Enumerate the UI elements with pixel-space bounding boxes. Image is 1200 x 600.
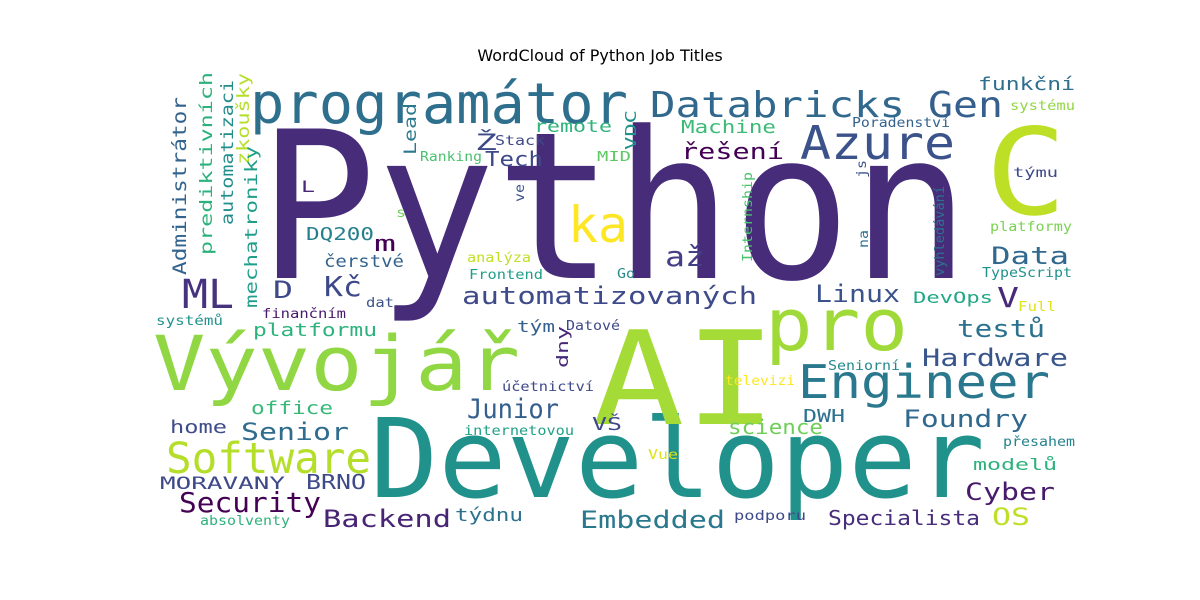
word-go: Go — [617, 267, 635, 282]
word-funkcni: funkční — [978, 74, 1075, 95]
word-developer: Developer — [370, 395, 985, 523]
word-python: Python — [258, 89, 970, 327]
word-tym: tým — [517, 317, 555, 336]
word-m: m — [374, 232, 396, 257]
word-mechatroniky: mechatroniky — [242, 146, 262, 308]
word-ml: ML — [182, 272, 234, 318]
word-tech: Tech — [485, 147, 543, 171]
word-office: office — [251, 398, 333, 419]
word-absolventy: absolventy — [200, 514, 290, 529]
word-v: V — [997, 281, 1019, 314]
word-datove: Datové — [566, 319, 620, 334]
word-specialista: Specialista — [828, 506, 980, 530]
word-dat: dat — [366, 296, 394, 311]
word-typescript: TypeScript — [982, 266, 1072, 281]
word-dq200: DQ200 — [306, 224, 374, 245]
word-vue: Vue — [648, 448, 678, 463]
word-systemu: systémů — [156, 314, 223, 329]
word-js: js — [855, 160, 870, 178]
word-ve: ve — [513, 184, 528, 202]
word-frontend: Frontend — [469, 268, 543, 283]
word-engineer: Engineer — [798, 355, 1050, 409]
word-seniorni: Seniorní — [828, 359, 900, 374]
word-vyvojar: Vývojář — [153, 319, 520, 408]
word-analyza: analýza — [467, 251, 531, 266]
word-vs: VŠ — [592, 413, 622, 435]
word-programator: programátor — [250, 72, 628, 137]
word-remote: remote — [534, 117, 612, 137]
word-machine: Machine — [681, 117, 776, 138]
word-data: Data — [991, 242, 1069, 270]
word-automatizovanych: automatizovaných — [462, 282, 757, 310]
word-mid: MID — [597, 150, 631, 165]
word-c: C — [985, 104, 1067, 243]
word-tymu: týmu — [1013, 166, 1058, 181]
word-ucetnictvi: účetnictví — [502, 380, 594, 395]
word-ai: AI — [592, 303, 777, 455]
word-testu: testů — [957, 315, 1045, 343]
word-linux: Linux — [815, 280, 900, 308]
word-reseni: řešení — [681, 140, 784, 165]
word-presahem: přesahem — [1003, 435, 1075, 450]
word-televizi: televizi — [725, 374, 795, 389]
word-senior: Senior — [241, 418, 349, 446]
word-gen: Gen — [928, 85, 1003, 126]
word-azure: Azure — [800, 116, 955, 170]
word-stack: Stack — [495, 134, 545, 149]
word-administrator: Administrátor — [169, 97, 191, 275]
word-financnim: finančním — [262, 307, 346, 322]
word-junior: Junior — [467, 394, 559, 425]
word-vyhledavani: vyhledávání — [933, 186, 948, 276]
word-internetovou: internetovou — [464, 424, 574, 439]
word-poradenstvi: Poradenství — [852, 116, 950, 131]
word-software: Software — [166, 434, 371, 484]
word-automatizaci: automatizaci — [218, 80, 238, 225]
word-s: s — [396, 206, 406, 221]
word-platformu: platformu — [253, 320, 377, 341]
word-l: L — [301, 177, 315, 196]
word-kc: Kč — [324, 270, 362, 303]
word-d: D — [273, 276, 293, 304]
word-full: Full — [1018, 300, 1056, 315]
word-embedded: Embedded — [580, 506, 725, 534]
word-vdc: VDC — [622, 110, 640, 150]
word-pro: pro — [765, 283, 908, 367]
word-podporu: podporu — [734, 509, 806, 524]
word-dwh: DWH — [803, 406, 845, 427]
word-tydnu: týdnu — [455, 505, 523, 526]
word-ranking: Ranking — [420, 150, 482, 165]
word-lead: Lead — [401, 103, 421, 155]
word-security: Security — [179, 486, 321, 519]
word-na: na — [857, 230, 872, 248]
word-prediktivnich: prediktivních — [197, 72, 217, 255]
word-modelu: modelů — [973, 455, 1057, 474]
word-ka: ka — [568, 196, 628, 254]
word-internship: Internship — [741, 172, 756, 262]
word-systemu: systému — [1010, 99, 1075, 114]
word-cerstve: čerstvé — [324, 252, 404, 272]
word-platformy: platformy — [990, 220, 1072, 235]
word-brno: BRNO — [306, 470, 366, 494]
word-os: OS — [992, 503, 1030, 531]
word-databricks: Databricks — [650, 85, 905, 126]
word-cyber: Cyber — [965, 478, 1055, 506]
chart-title: WordCloud of Python Job Titles — [477, 46, 723, 65]
word-hardware: Hardware — [922, 344, 1068, 372]
word-home: home — [170, 417, 227, 438]
word-devops: DevOps — [913, 288, 993, 307]
word-moravany: MORAVANY — [160, 474, 285, 494]
word-dny: dny — [553, 325, 572, 368]
word-zkousky: zkoušky — [234, 73, 254, 165]
word-science: science — [728, 415, 823, 439]
word-backend: Backend — [323, 505, 451, 533]
word-foundry: Foundry — [903, 405, 1028, 433]
word-az: až — [665, 240, 705, 273]
word-z: Ž — [475, 130, 497, 156]
